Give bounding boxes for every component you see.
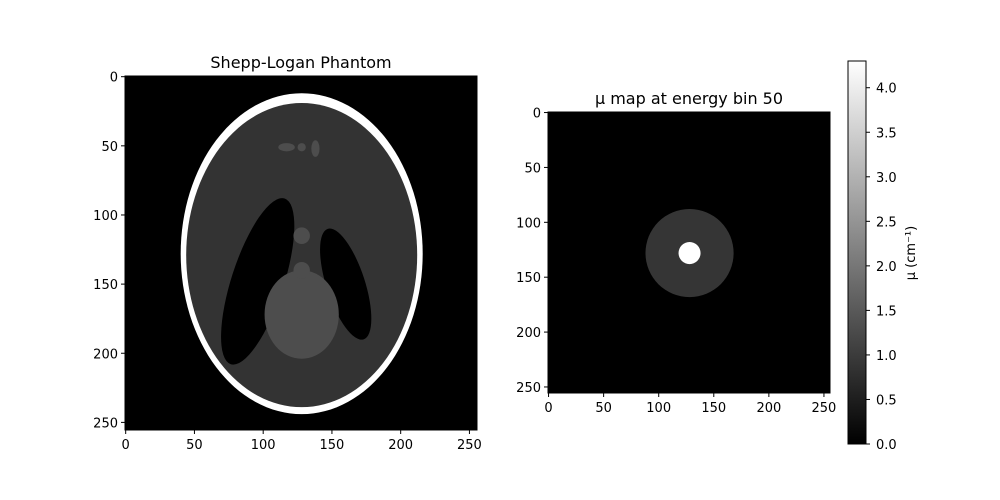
colorbar-tick-label: 3.5: [876, 126, 897, 141]
left-ellipse-4: [264, 270, 339, 359]
left-ellipse-2: [221, 198, 295, 365]
left-ytick-label: 200: [93, 347, 118, 362]
left-ytick-label: 0: [110, 71, 118, 86]
colorbar-tick-label: 2.5: [876, 215, 897, 230]
left-ytick-label: 100: [93, 209, 118, 224]
right-ytick-label: 150: [516, 271, 541, 286]
left-y-axis: 0 50 100 150 200 250: [93, 71, 125, 431]
left-xtick-label: 50: [186, 438, 203, 453]
right-xtick-label: 100: [646, 401, 671, 416]
left-ellipse-7: [278, 143, 295, 152]
right-chart-title: μ map at energy bin 50: [595, 89, 783, 108]
right-image-plot: [548, 112, 830, 393]
left-ytick-label: 50: [101, 140, 118, 155]
colorbar-tick-label: 3.0: [876, 171, 897, 186]
colorbar-tick-label: 0.5: [876, 393, 897, 408]
left-ellipse-6: [293, 261, 310, 279]
colorbar-tick-label: 4.0: [876, 82, 897, 97]
colorbar: [847, 60, 867, 445]
colorbar-tick-label: 2.0: [876, 260, 897, 275]
left-ellipse-9: [311, 140, 320, 157]
left-xtick-label: 100: [251, 438, 276, 453]
left-ellipse-8: [297, 143, 306, 152]
left-xtick-label: 150: [320, 438, 345, 453]
right-x-axis: 0 50 100 150 200 250: [544, 393, 836, 416]
right-xtick-label: 0: [544, 401, 552, 416]
left-ytick-label: 250: [93, 416, 118, 431]
colorbar-tick-label: 0.0: [876, 438, 897, 453]
left-xtick-label: 200: [388, 438, 413, 453]
right-disc-1: [678, 242, 701, 265]
left-ytick-label: 150: [93, 278, 118, 293]
right-xtick-label: 200: [756, 401, 781, 416]
colorbar-tick-label: 1.0: [876, 349, 897, 364]
colorbar-ticks: 0.0 0.5 1.0 1.5 2.0 2.5 3.0 3.5 4.0: [866, 82, 897, 453]
right-xtick-label: 50: [595, 401, 612, 416]
right-ytick-label: 250: [516, 381, 541, 396]
left-image-plot: [125, 76, 477, 430]
right-axes-frame: [547, 111, 831, 394]
right-xtick-label: 250: [812, 401, 837, 416]
left-axes-frame: [124, 75, 478, 431]
left-xtick-label: 0: [122, 438, 130, 453]
right-ytick-label: 0: [533, 107, 541, 122]
left-chart-title: Shepp-Logan Phantom: [210, 53, 391, 72]
right-ytick-label: 100: [516, 216, 541, 231]
left-x-axis: 0 50 100 150 200 250: [122, 430, 482, 453]
right-xtick-label: 150: [701, 401, 726, 416]
right-ytick-label: 50: [524, 161, 541, 176]
right-ytick-label: 200: [516, 326, 541, 341]
left-ellipse-5: [293, 227, 310, 245]
right-y-axis: 0 50 100 150 200 250: [516, 107, 548, 396]
left-ellipse-3: [320, 228, 372, 340]
colorbar-tick-label: 1.5: [876, 304, 897, 319]
colorbar-label: μ (cm⁻¹): [904, 226, 919, 280]
left-xtick-label: 250: [457, 438, 482, 453]
